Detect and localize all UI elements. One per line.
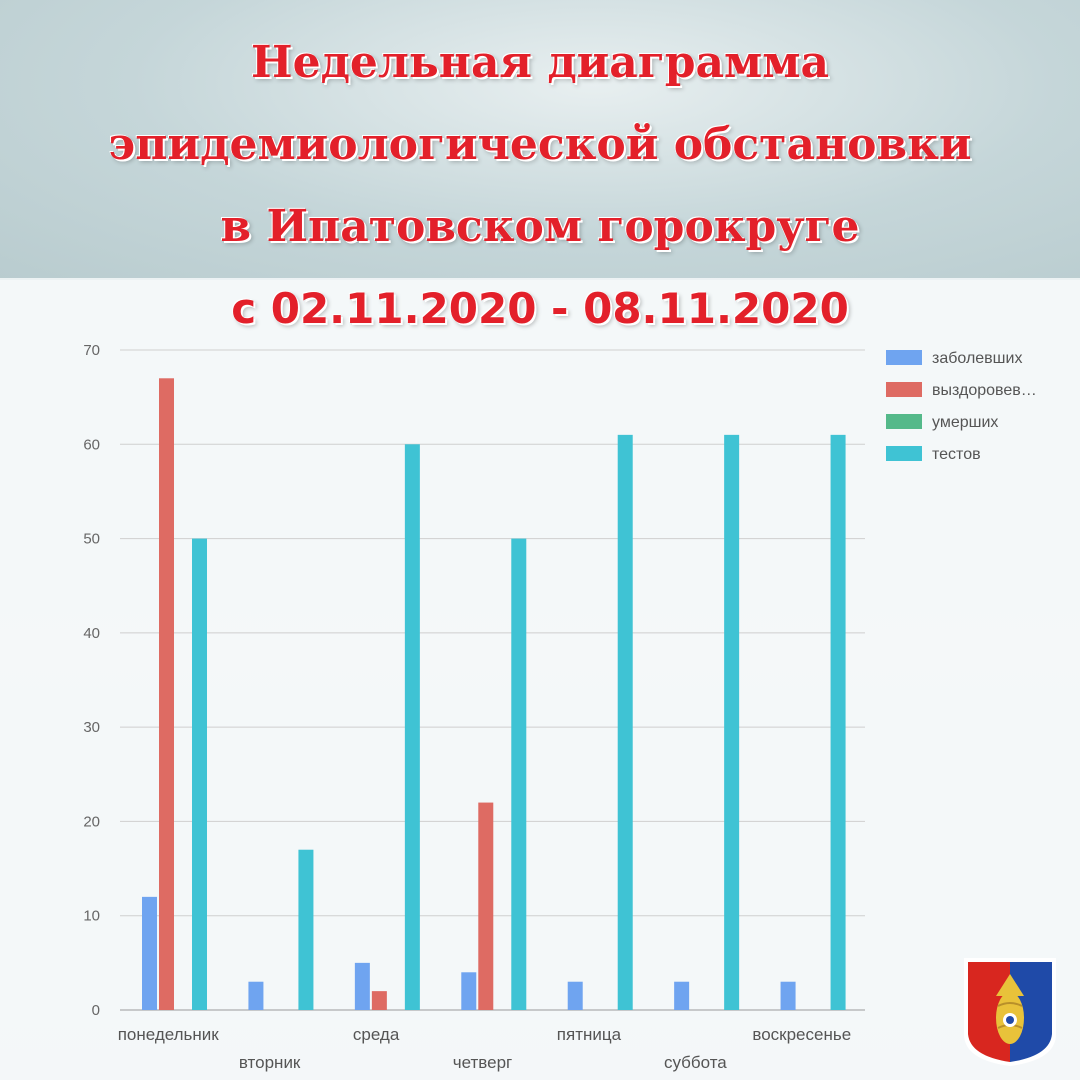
bar	[354, 962, 370, 1010]
y-tick-label: 50	[83, 531, 100, 548]
bar	[192, 538, 207, 1010]
background-band	[0, 278, 1080, 1080]
background-top	[0, 0, 1080, 280]
title-line-2: эпидемиологической обстановки	[108, 119, 972, 170]
x-tick-label: понедельник	[118, 1025, 220, 1044]
coat-of-arms-icon	[964, 958, 1056, 1066]
bar	[248, 981, 264, 1010]
title-line-3: в Ипатовском горокруге	[220, 201, 860, 252]
bar	[478, 802, 494, 1010]
y-tick-label: 10	[83, 908, 100, 925]
y-tick-label: 40	[83, 625, 100, 642]
bar	[159, 378, 174, 1010]
bar	[404, 444, 420, 1010]
title-line-1: Недельная диаграмма	[251, 37, 829, 88]
bar	[567, 981, 583, 1010]
legend-swatch	[886, 446, 922, 461]
y-tick-label: 70	[83, 342, 100, 359]
legend-swatch	[886, 382, 922, 397]
legend-label: выздоровев…	[932, 382, 1037, 399]
x-tick-label: вторник	[239, 1053, 301, 1072]
legend-label: заболевших	[932, 350, 1022, 367]
page-title: Недельная диаграмма эпидемиологической о…	[0, 22, 1080, 350]
x-tick-label: воскресенье	[752, 1025, 851, 1044]
title-date-range: с 02.11.2020 - 08.11.2020	[231, 284, 849, 333]
legend-label: умерших	[932, 414, 998, 431]
bar	[298, 849, 314, 1010]
x-tick-label: среда	[353, 1025, 400, 1044]
bar	[461, 972, 477, 1010]
y-tick-label: 60	[83, 436, 100, 453]
bar	[830, 434, 846, 1010]
bar	[142, 896, 157, 1010]
legend-swatch	[886, 350, 922, 365]
bar	[780, 981, 796, 1010]
bar	[371, 991, 387, 1010]
legend-label: тестов	[932, 446, 981, 463]
x-tick-label: четверг	[453, 1053, 512, 1072]
y-tick-label: 0	[92, 1002, 100, 1019]
bar	[674, 981, 690, 1010]
x-tick-label: суббота	[664, 1053, 727, 1072]
legend-swatch	[886, 414, 922, 429]
y-tick-label: 30	[83, 719, 100, 736]
bar	[617, 434, 633, 1010]
y-tick-label: 20	[83, 813, 100, 830]
bar	[511, 538, 527, 1010]
x-tick-label: пятница	[557, 1025, 622, 1044]
bar	[724, 434, 740, 1010]
